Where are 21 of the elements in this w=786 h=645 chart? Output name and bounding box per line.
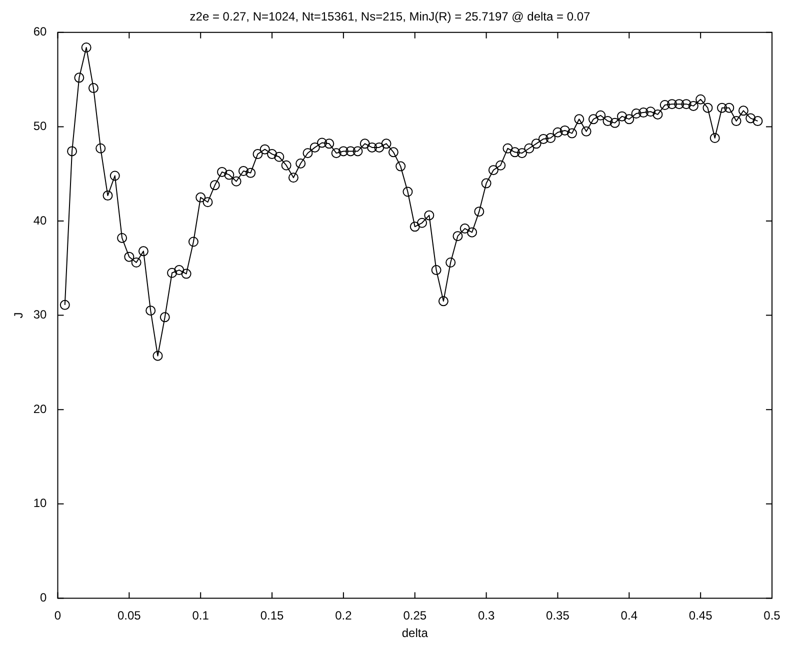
y-tick-label: 20	[33, 402, 48, 416]
x-tick-label: 0.5	[764, 608, 781, 623]
y-tick-label: 40	[33, 213, 48, 228]
y-tick-label: 50	[33, 119, 48, 134]
x-tick-label: 0.35	[546, 608, 570, 623]
x-tick-label: 0.45	[688, 608, 713, 623]
chart-title: z2e = 0.27, N=1024, Nt=15361, Ns=215, MinJ(R) = 25.7197 @ delta = 0.07	[190, 10, 591, 24]
y-tick-label: 0	[40, 590, 48, 605]
y-tick-label: 10	[33, 496, 48, 510]
x-tick-label: 0.4	[620, 608, 638, 623]
x-tick-label: 0.05	[117, 608, 142, 623]
y-axis-title: J	[12, 312, 26, 318]
y-tick-label: 30	[33, 308, 48, 322]
x-axis-title: delta	[402, 626, 428, 640]
x-tick-label: 0.2	[335, 608, 352, 623]
y-tick-label: 60	[33, 24, 48, 39]
x-tick-label: 0.15	[260, 608, 284, 623]
x-tick-label: 0	[54, 608, 62, 623]
x-tick-label: 0.3	[478, 608, 495, 623]
x-tick-label: 0.25	[403, 608, 427, 623]
x-tick-label: 0.1	[192, 608, 210, 623]
